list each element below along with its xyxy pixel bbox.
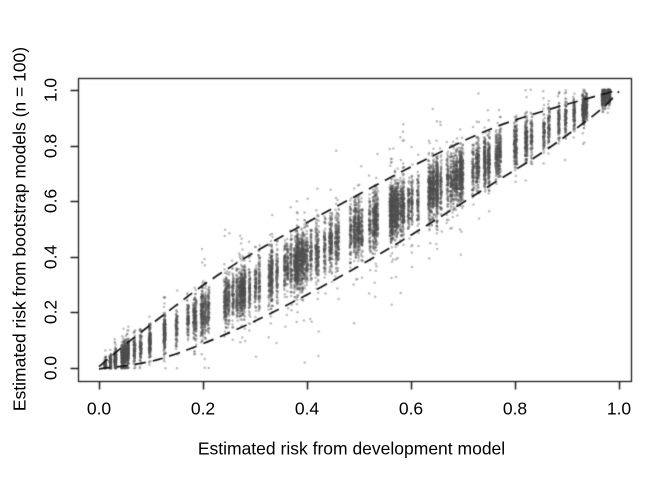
x-axis-tick-label: 0.0	[86, 398, 112, 419]
y-axis-title: Estimated risk from bootstrap models (n …	[9, 46, 30, 412]
y-axis-tick-label: 0.6	[40, 189, 61, 214]
y-axis-tick-label: 0.8	[40, 133, 61, 158]
y-axis-tick-label: 0.0	[40, 355, 61, 381]
x-axis-tick-label: 1.0	[606, 398, 632, 419]
x-axis-tick-label: 0.8	[502, 398, 528, 419]
x-axis-title: Estimated risk from development model	[197, 438, 506, 459]
x-axis-tick-label: 0.6	[398, 398, 424, 419]
x-axis-tick-label: 0.4	[294, 398, 320, 419]
y-axis-tick-label: 0.2	[40, 300, 61, 325]
y-axis-tick-label: 0.4	[40, 244, 61, 269]
y-axis-tick-label: 1.0	[40, 77, 61, 103]
x-axis-tick-label: 0.2	[190, 398, 216, 419]
